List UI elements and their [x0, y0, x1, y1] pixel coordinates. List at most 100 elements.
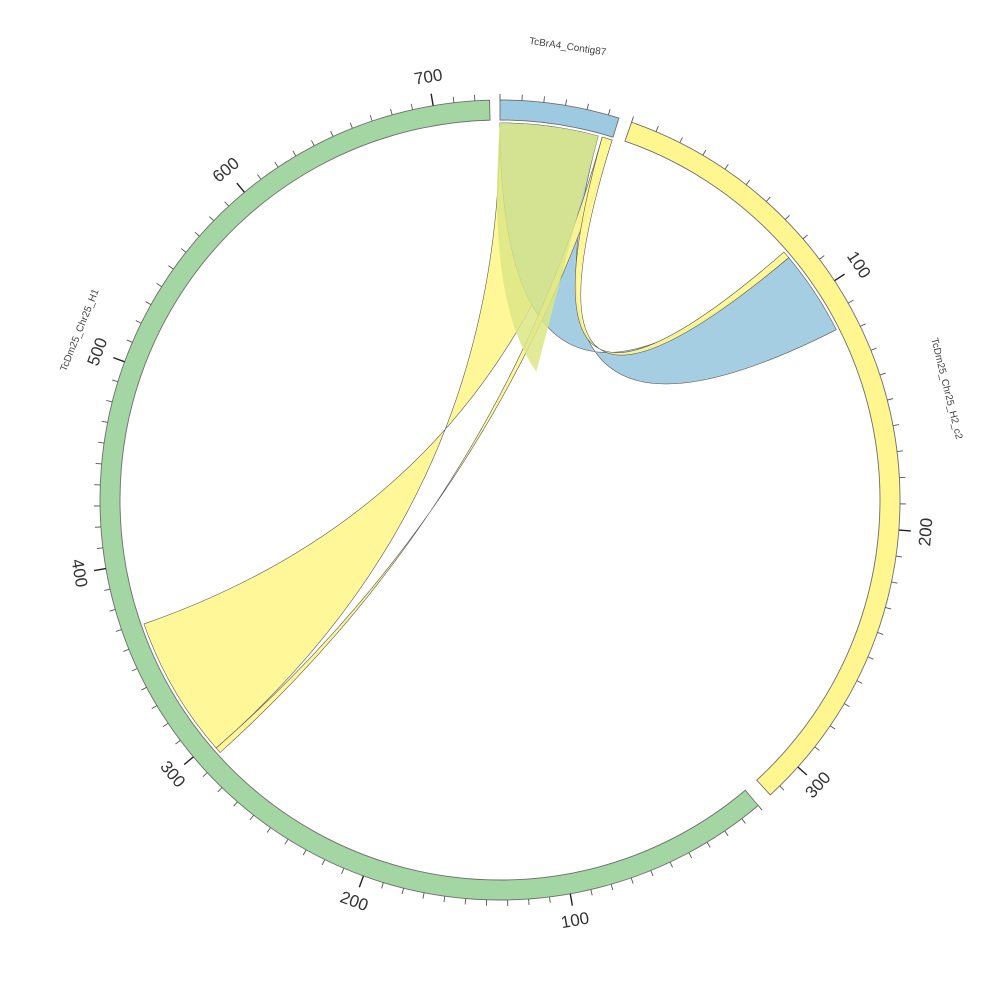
minor-tick [96, 463, 102, 464]
minor-tick [225, 202, 229, 206]
minor-tick [892, 582, 898, 583]
minor-tick [631, 878, 633, 884]
tick-label-h1-700: 700 [413, 65, 444, 88]
major-tick [113, 358, 124, 362]
minor-tick [725, 164, 728, 169]
minor-tick [550, 897, 551, 903]
minor-tick [106, 400, 112, 401]
minor-tick [758, 806, 762, 811]
minor-tick [848, 300, 853, 303]
minor-tick [157, 283, 162, 286]
minor-tick [176, 740, 181, 744]
minor-tick [423, 893, 424, 899]
major-tick [798, 767, 807, 775]
minor-tick [391, 109, 393, 115]
minor-tick [803, 235, 808, 239]
minor-tick [885, 607, 891, 609]
minor-tick [830, 726, 835, 729]
minor-tick [766, 197, 770, 201]
minor-tick [656, 126, 658, 132]
minor-tick [707, 842, 710, 847]
minor-tick [382, 883, 384, 889]
tick-label-h1-200: 200 [338, 888, 371, 916]
major-tick [835, 274, 845, 281]
tick-label-h2-100: 100 [843, 248, 874, 282]
minor-tick [163, 723, 168, 726]
minor-tick [880, 373, 886, 375]
minor-tick [893, 425, 899, 426]
minor-tick [587, 104, 588, 110]
minor-tick [132, 668, 137, 671]
tick-label-h1-500: 500 [84, 335, 112, 368]
major-tick [899, 530, 911, 531]
minor-tick [181, 249, 186, 253]
minor-tick [127, 340, 133, 342]
tick-label-h1-400: 400 [68, 558, 92, 589]
minor-tick [670, 862, 673, 867]
tick-label-h1-300: 300 [156, 757, 189, 791]
minor-tick [370, 115, 372, 121]
minor-tick [285, 839, 288, 844]
minor-tick [819, 256, 824, 260]
minor-tick [465, 899, 466, 905]
minor-tick [877, 632, 883, 634]
minor-tick [868, 657, 874, 659]
tick-label-h1-600: 600 [209, 154, 243, 187]
minor-tick [350, 123, 352, 129]
segment-arc-h1 [100, 100, 758, 900]
segment-name-h2: TcDm25_Chr25_H2_c2 [928, 337, 964, 441]
minor-tick [322, 860, 325, 865]
minor-tick [110, 609, 116, 611]
tick-label-h1-100: 100 [559, 908, 590, 932]
major-tick [237, 183, 245, 192]
minor-tick [785, 215, 789, 219]
minor-tick [203, 773, 207, 777]
minor-tick [168, 266, 173, 269]
minor-tick [152, 706, 157, 709]
minor-tick [544, 96, 545, 102]
major-tick [431, 94, 433, 106]
minor-tick [209, 217, 213, 221]
minor-tick [218, 788, 222, 792]
minor-tick [275, 162, 278, 167]
minor-tick [815, 747, 820, 751]
minor-tick [267, 828, 270, 833]
minor-tick [342, 868, 344, 874]
minor-tick [293, 151, 296, 156]
minor-tick [98, 442, 104, 443]
minor-tick [746, 180, 750, 185]
minor-tick [453, 97, 454, 103]
minor-tick [860, 324, 865, 327]
minor-tick [896, 556, 902, 557]
tick-label-h2-300: 300 [801, 768, 834, 802]
minor-tick [257, 174, 261, 179]
minor-tick [608, 109, 610, 115]
segment-arc-h2 [625, 122, 900, 795]
minor-tick [725, 831, 728, 836]
minor-tick [250, 815, 254, 820]
minor-tick [303, 850, 306, 855]
minor-tick [871, 348, 877, 350]
minor-tick [742, 819, 746, 824]
ribbon-layer [144, 123, 836, 753]
major-tick [570, 894, 572, 906]
minor-tick [195, 232, 200, 236]
minor-tick [591, 890, 592, 896]
minor-tick [651, 870, 653, 876]
minor-tick [311, 140, 314, 145]
major-tick [184, 757, 193, 765]
minor-tick [146, 302, 151, 305]
minor-tick [102, 421, 108, 422]
minor-tick [857, 681, 862, 684]
minor-tick [123, 649, 129, 651]
major-tick [94, 569, 106, 571]
minor-tick [780, 786, 784, 790]
segment-name-contig: TcBrA4_Contig87 [528, 36, 607, 58]
minor-tick [887, 399, 893, 401]
minor-tick [331, 131, 334, 136]
minor-tick [411, 104, 412, 110]
minor-tick [402, 888, 403, 894]
minor-tick [234, 802, 238, 807]
